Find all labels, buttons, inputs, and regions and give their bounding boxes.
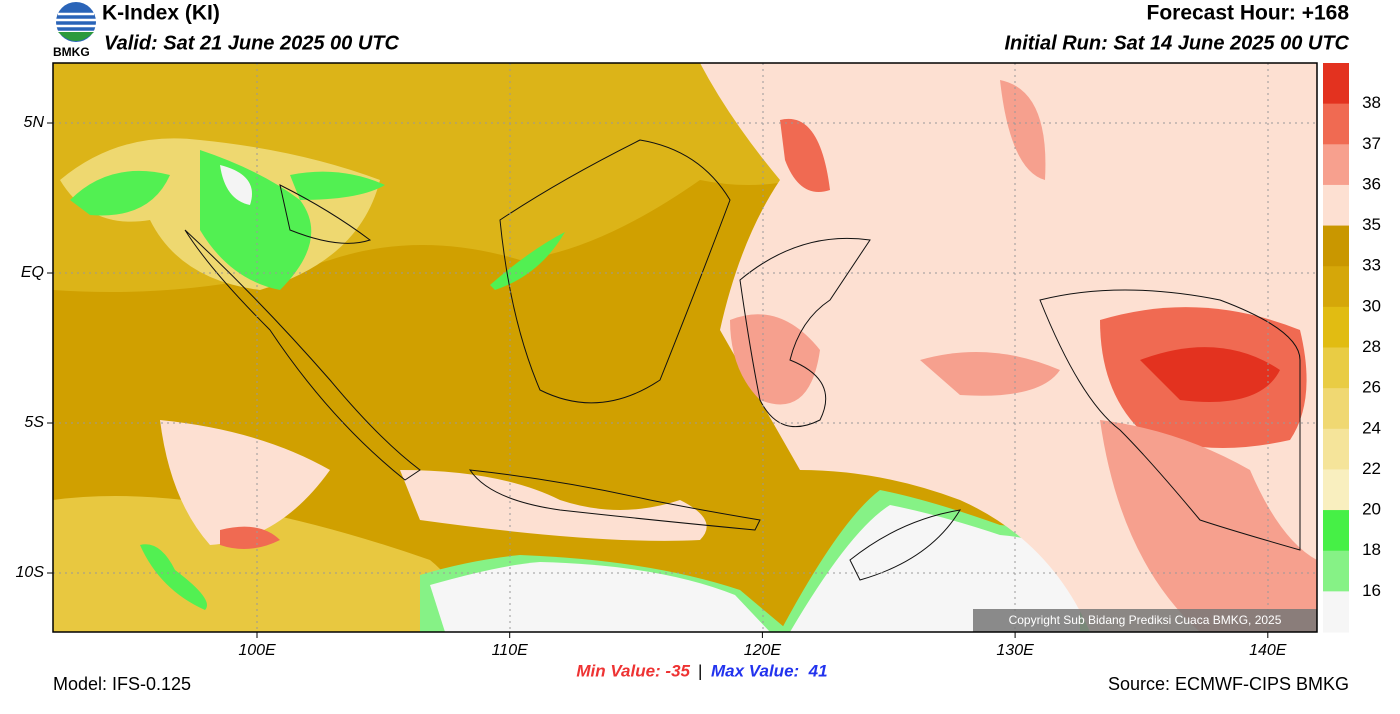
colorbar-band <box>1323 225 1349 267</box>
map-frame <box>52 62 1318 633</box>
colorbar-band <box>1323 347 1349 389</box>
copyright: Copyright Sub Bidang Prediksi Cuaca BMKG… <box>1009 613 1282 627</box>
min-value: Min Value: -35 <box>576 661 690 680</box>
colorbar-band <box>1323 63 1349 105</box>
source: Source: ECMWF-CIPS BMKG <box>1108 674 1349 694</box>
lat-axis: 5N EQ 5S 10S <box>16 114 53 581</box>
colorbar-band <box>1323 184 1349 227</box>
map-field: Copyright Sub Bidang Prediksi Cuaca BMKG… <box>53 63 1317 632</box>
colorbar-label: 36 <box>1362 174 1381 193</box>
colorbar-band <box>1323 469 1349 511</box>
colorbar-band <box>1323 591 1349 633</box>
colorbar-label: 16 <box>1362 581 1381 600</box>
colorbar-band <box>1323 103 1349 145</box>
lon-label: 140E <box>1249 642 1287 659</box>
colorbar-band <box>1323 388 1349 430</box>
colorbar-label: 26 <box>1362 378 1381 397</box>
initial-run: Initial Run: Sat 14 June 2025 00 UTC <box>1004 32 1349 54</box>
colorbar-band <box>1323 510 1349 552</box>
lat-label: 5S <box>24 414 44 431</box>
lat-label: 5N <box>24 114 45 131</box>
colorbar-band <box>1323 266 1349 308</box>
lat-label: 10S <box>16 564 45 581</box>
colorbar-label: 18 <box>1362 540 1381 559</box>
forecast-hour: Forecast Hour: +168 <box>1147 2 1350 25</box>
lon-axis: 100E 110E 120E 130E 140E <box>238 632 1287 659</box>
colorbar-label: 20 <box>1362 500 1381 519</box>
lat-label: EQ <box>21 264 44 281</box>
colorbar-band <box>1323 550 1349 592</box>
colorbar-label: 30 <box>1362 296 1381 315</box>
lon-label: 100E <box>238 642 276 659</box>
title: K-Index (KI) <box>102 2 220 25</box>
colorbar-label: 24 <box>1362 418 1381 437</box>
colorbar: 38 37 36 35 33 30 28 26 24 22 20 18 16 <box>1323 63 1381 633</box>
logo <box>56 2 96 42</box>
colorbar-label: 22 <box>1362 459 1381 478</box>
colorbar-label: 35 <box>1362 215 1381 234</box>
lon-label: 120E <box>744 642 782 659</box>
colorbar-band <box>1323 144 1349 186</box>
lon-label: 130E <box>996 642 1034 659</box>
logo-text: BMKG <box>53 45 90 59</box>
valid-time: Valid: Sat 21 June 2025 00 UTC <box>104 32 399 54</box>
model: Model: IFS-0.125 <box>53 674 191 694</box>
colorbar-label: 37 <box>1362 134 1381 153</box>
lon-label: 110E <box>492 642 529 659</box>
colorbar-band <box>1323 306 1349 348</box>
colorbar-label: 38 <box>1362 93 1381 112</box>
graticule <box>53 63 1317 632</box>
max-value: Max Value: 41 <box>711 661 828 680</box>
colorbar-label: 28 <box>1362 337 1381 356</box>
colorbar-band <box>1323 428 1349 470</box>
separator: | <box>698 661 702 680</box>
colorbar-label: 33 <box>1362 256 1381 275</box>
